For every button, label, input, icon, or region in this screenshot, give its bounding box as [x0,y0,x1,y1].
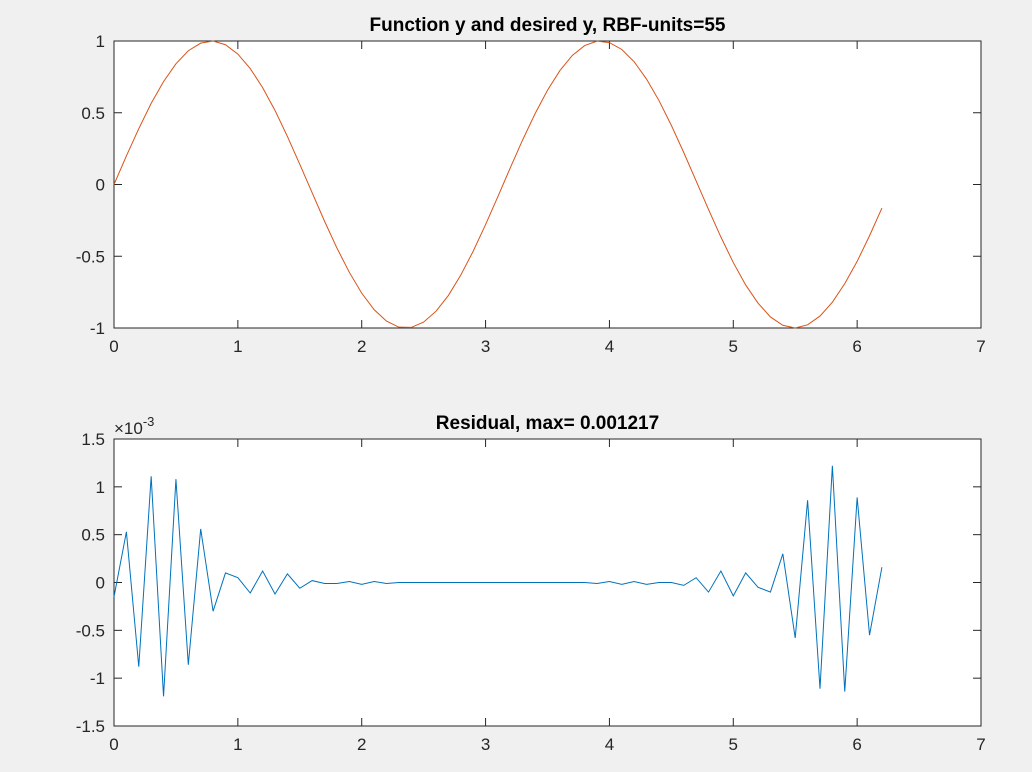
function-series-line [113,40,883,329]
function-y-tick-label: -0.5 [76,247,105,266]
residual-y-tick-label: 0 [96,574,105,593]
residual-x-tick-label: 4 [605,735,614,754]
residual-y-tick-label: -1.5 [76,717,105,736]
function-x-axis: 0 1 2 3 4 5 6 7 [109,41,986,356]
function-y-tick-label: 1 [96,32,105,51]
residual-y-axis: -1.5 -1 -0.5 0 0.5 1 1.5 [76,430,981,736]
function-x-tick-label: 3 [481,337,490,356]
function-x-tick-label: 6 [852,337,861,356]
residual-y-tick-label: -0.5 [76,621,105,640]
residual-x-tick-label: 7 [976,735,985,754]
residual-y-exponent-power: -3 [143,414,155,429]
function-x-tick-label: 7 [976,337,985,356]
function-y-axis: -1 -0.5 0 0.5 1 [76,32,981,338]
function-x-tick-label: 4 [605,337,614,356]
residual-x-tick-label: 1 [233,735,242,754]
function-y-tick-label: -1 [90,319,105,338]
residual-y-tick-label: 0.5 [81,526,105,545]
residual-subplot: Residual, max= 0.001217 ×10-3 0 1 2 3 4 5 6 7 -… [76,413,986,754]
residual-y-tick-label: 1 [96,478,105,497]
residual-x-axis: 0 1 2 3 4 5 6 7 [109,439,986,754]
function-x-tick-label: 2 [357,337,366,356]
function-subplot: Function y and desired y, RBF-units=55 0… [76,15,986,356]
function-x-tick-label: 5 [729,337,738,356]
function-x-tick-label: 0 [109,337,118,356]
function-y-tick-label: 0 [96,176,105,195]
function-y-tick-label: 0.5 [81,104,105,123]
residual-x-tick-label: 6 [852,735,861,754]
residual-series-group [113,465,883,697]
function-title: Function y and desired y, RBF-units=55 [370,15,726,36]
residual-x-tick-label: 3 [481,735,490,754]
residual-y-exponent-base: ×10 [114,419,143,438]
residual-x-tick-label: 2 [357,735,366,754]
residual-x-tick-label: 0 [109,735,118,754]
residual-series-line [113,465,883,697]
residual-y-tick-label: -1 [90,669,105,688]
residual-title: Residual, max= 0.001217 [436,413,659,434]
residual-x-tick-label: 5 [729,735,738,754]
function-plot-area [113,40,982,329]
residual-y-tick-label: 1.5 [81,430,105,449]
residual-y-exponent: ×10-3 [114,414,154,438]
function-series-group [113,40,883,329]
function-x-tick-label: 1 [233,337,242,356]
